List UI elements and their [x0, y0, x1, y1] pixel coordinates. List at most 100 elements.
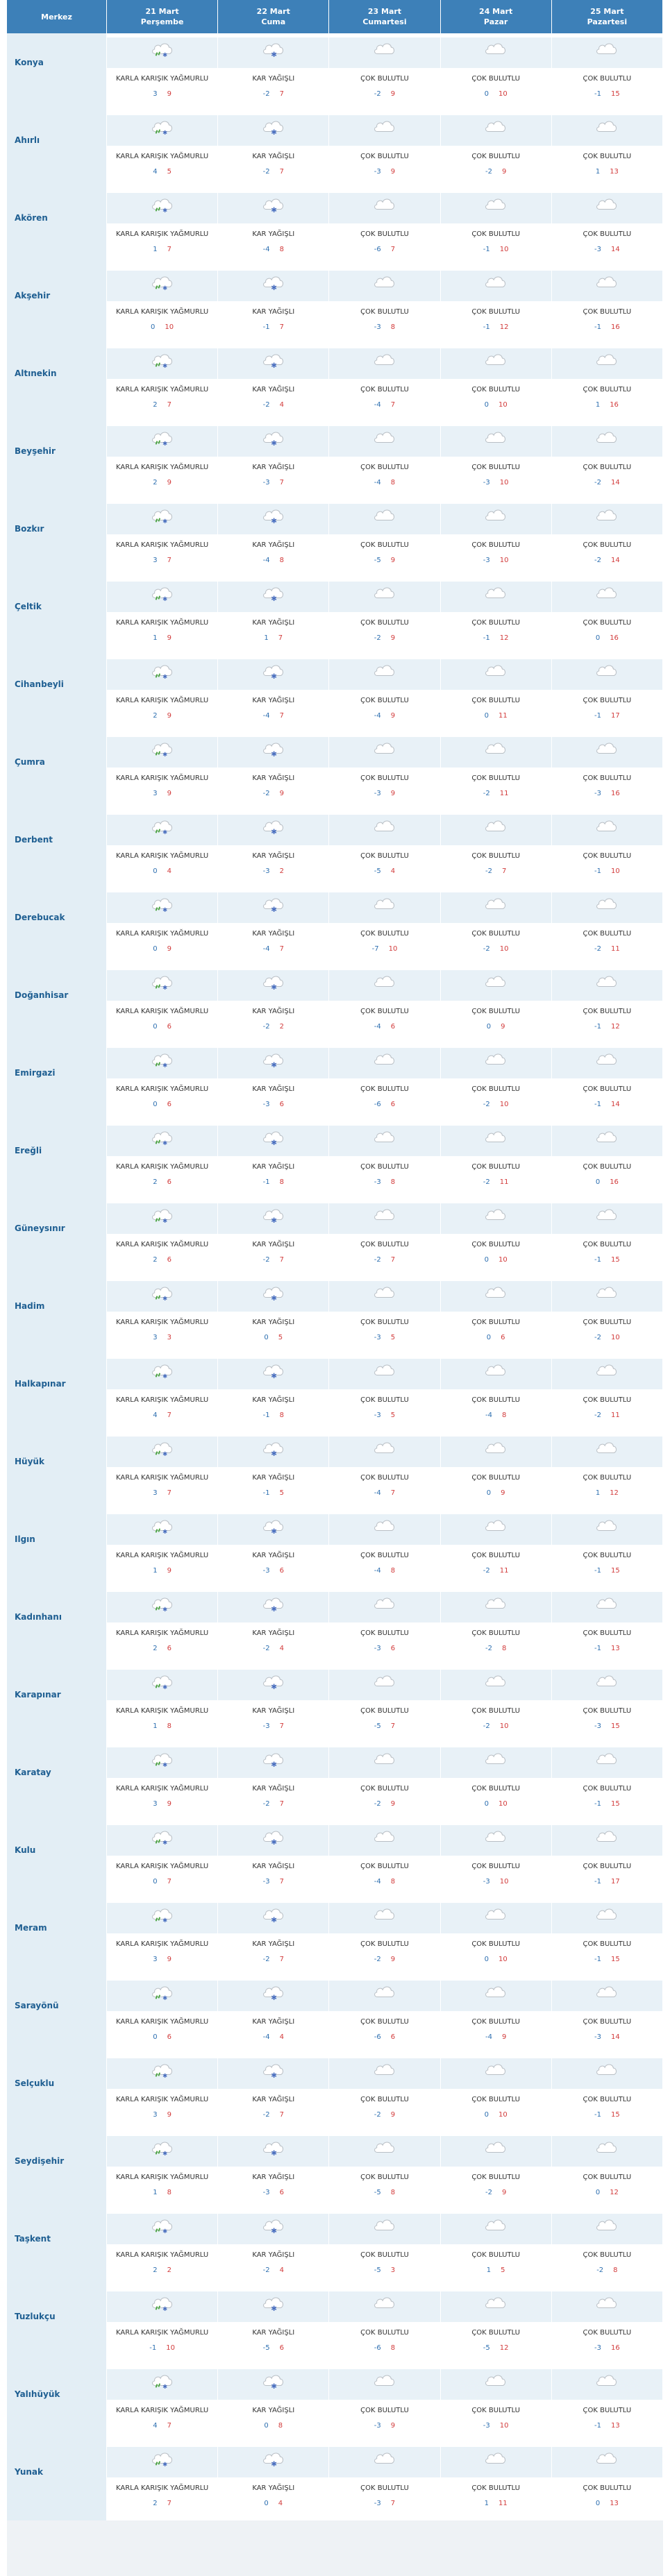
- city-cell: Selçuklu: [7, 2054, 107, 2132]
- min-temp: -2: [262, 1800, 270, 1808]
- condition-label: KARLA KARIŞIK YAĞMURLU: [107, 2089, 218, 2110]
- forecast-cell: ÇOK BULUTLU -1 15: [551, 33, 664, 111]
- condition-label: KARLA KARIŞIK YAĞMURLU: [107, 223, 218, 244]
- min-temp: -2: [485, 1645, 492, 1652]
- min-temp: -3: [594, 790, 601, 797]
- condition-label: ÇOK BULUTLU: [551, 1078, 662, 1099]
- cloud-icon: [485, 587, 506, 599]
- max-temp: 10: [498, 401, 508, 409]
- cloud-icon: [485, 898, 506, 910]
- city-row: Akşehir ✱ KARLA KARIŞIK YAĞMURLU 0 10 ✱ KAR YA…: [7, 266, 664, 344]
- condition-label: ÇOK BULUTLU: [551, 2477, 662, 2498]
- min-temp: -3: [374, 2500, 381, 2507]
- min-temp: -3: [374, 323, 381, 331]
- svg-text:✱: ✱: [162, 518, 167, 525]
- max-temp: 10: [498, 90, 508, 98]
- forecast-cell: ✱ KAR YAĞIŞLI -1 8: [217, 1355, 330, 1432]
- forecast-cell: ✱ KAR YAĞIŞLI -4 8: [217, 500, 330, 577]
- condition-label: ÇOK BULUTLU: [440, 1001, 551, 1022]
- snow-cloud-icon: ✱: [262, 976, 283, 991]
- max-temp: 7: [279, 1800, 284, 1808]
- max-temp: 5: [167, 168, 171, 176]
- cloud-icon: [596, 976, 617, 988]
- cloud-icon: [374, 2452, 394, 2464]
- min-temp: 1: [484, 2500, 489, 2507]
- cloud-icon: [485, 509, 506, 521]
- condition-label: ÇOK BULUTLU: [440, 146, 551, 167]
- city-cell: Taşkent: [7, 2210, 107, 2287]
- sleet-cloud-icon: ✱: [151, 976, 172, 991]
- cloud-icon: [485, 354, 506, 366]
- condition-label: KAR YAĞIŞLI: [218, 1078, 329, 1099]
- cloud-icon: [374, 2064, 394, 2076]
- min-temp: 0: [595, 634, 601, 642]
- city-name: Akören: [15, 213, 48, 223]
- city-cell: Meram: [7, 1899, 107, 1976]
- max-temp: 7: [167, 557, 171, 564]
- forecast-cell: ✱ KAR YAĞIŞLI -3 7: [217, 1821, 330, 1899]
- min-temp: -1: [594, 1101, 601, 1108]
- city-row: Altınekin ✱ KARLA KARIŞIK YAĞMURLU 2 7 ✱ KAR Y…: [7, 344, 664, 422]
- min-temp: -4: [374, 1023, 381, 1031]
- max-temp: 9: [390, 168, 396, 176]
- forecast-cell: ÇOK BULUTLU -5 8: [328, 2132, 441, 2210]
- min-temp: 4: [153, 1412, 158, 1419]
- sleet-cloud-icon: ✱: [151, 1675, 172, 1690]
- city-row: Yalıhüyük ✱ KARLA KARIŞIK YAĞMURLU 4 7 ✱ KAR Y…: [7, 2365, 664, 2443]
- city-name: Yalıhüyük: [15, 2389, 60, 2399]
- city-row: Karatay ✱ KARLA KARIŞIK YAĞMURLU 3 9 ✱ KAR YAĞ…: [7, 1743, 664, 1821]
- city-row: Halkapınar ✱ KARLA KARIŞIK YAĞMURLU 4 7 ✱ KAR …: [7, 1355, 664, 1432]
- forecast-cell: ÇOK BULUTLU -2 7: [440, 811, 552, 888]
- city-row: Sarayönü ✱ KARLA KARIŞIK YAĞMURLU 0 6 ✱ KAR YA…: [7, 1976, 664, 2054]
- condition-label: KARLA KARIŞIK YAĞMURLU: [107, 1001, 218, 1022]
- cloud-icon: [596, 2219, 617, 2231]
- condition-label: ÇOK BULUTLU: [551, 2089, 662, 2110]
- cloud-icon: [485, 1753, 506, 1765]
- forecast-cell: ÇOK BULUTLU -3 8: [328, 1121, 441, 1199]
- min-temp: -1: [483, 634, 490, 642]
- max-temp: 7: [167, 2422, 171, 2430]
- condition-label: KARLA KARIŞIK YAĞMURLU: [107, 2322, 218, 2343]
- city-row: Emirgazi ✱ KARLA KARIŞIK YAĞMURLU 0 6 ✱ KAR YA…: [7, 1044, 664, 1121]
- cloud-icon: [485, 1986, 506, 1998]
- cloud-icon: [596, 509, 617, 521]
- min-temp: -4: [262, 2033, 270, 2041]
- forecast-cell: ÇOK BULUTLU -2 10: [440, 1044, 552, 1121]
- max-temp: 10: [165, 323, 174, 331]
- cloud-icon: [485, 1831, 506, 1842]
- condition-label: ÇOK BULUTLU: [440, 2167, 551, 2187]
- condition-label: KARLA KARIŞIK YAĞMURLU: [107, 1312, 218, 1332]
- max-temp: 8: [279, 1178, 284, 1186]
- forecast-cell: ÇOK BULUTLU -5 9: [328, 500, 441, 577]
- forecast-cell: ÇOK BULUTLU -3 10: [440, 422, 552, 500]
- city-cell: Doğanhisar: [7, 966, 107, 1044]
- condition-label: ÇOK BULUTLU: [551, 223, 662, 244]
- city-row: Derebucak ✱ KARLA KARIŞIK YAĞMURLU 0 9 ✱ KAR Y…: [7, 888, 664, 966]
- condition-label: KARLA KARIŞIK YAĞMURLU: [107, 1856, 218, 1876]
- city-row: Derbent ✱ KARLA KARIŞIK YAĞMURLU 0 4 ✱ KAR YAĞ…: [7, 811, 664, 888]
- cloud-icon: [485, 198, 506, 210]
- max-temp: 5: [390, 1334, 396, 1341]
- max-temp: 7: [167, 246, 171, 253]
- max-temp: 16: [610, 1178, 619, 1186]
- condition-label: KAR YAĞIŞLI: [218, 1001, 329, 1022]
- min-temp: -2: [374, 634, 381, 642]
- max-temp: 7: [279, 1722, 284, 1730]
- condition-label: ÇOK BULUTLU: [551, 690, 662, 711]
- min-temp: -4: [374, 479, 381, 486]
- city-cell: Altınekin: [7, 344, 107, 422]
- forecast-cell: ✱ KARLA KARIŞIK YAĞMURLU 1 8: [106, 1666, 219, 1743]
- min-temp: -6: [374, 2033, 381, 2041]
- max-temp: 13: [611, 2422, 620, 2430]
- city-cell: Emirgazi: [7, 1044, 107, 1121]
- forecast-cell: ✱ KAR YAĞIŞLI -4 4: [217, 1976, 330, 2054]
- city-row: Ereğli ✱ KARLA KARIŞIK YAĞMURLU 2 6 ✱ KAR YAĞI…: [7, 1121, 664, 1199]
- snow-cloud-icon: ✱: [262, 121, 283, 136]
- city-cell: Seydişehir: [7, 2132, 107, 2210]
- min-temp: -3: [374, 1412, 381, 1419]
- min-temp: 2: [153, 2500, 158, 2507]
- cloud-icon: [374, 2297, 394, 2309]
- max-temp: 6: [167, 2033, 171, 2041]
- cloud-icon: [374, 2219, 394, 2231]
- svg-text:✱: ✱: [271, 1916, 277, 1924]
